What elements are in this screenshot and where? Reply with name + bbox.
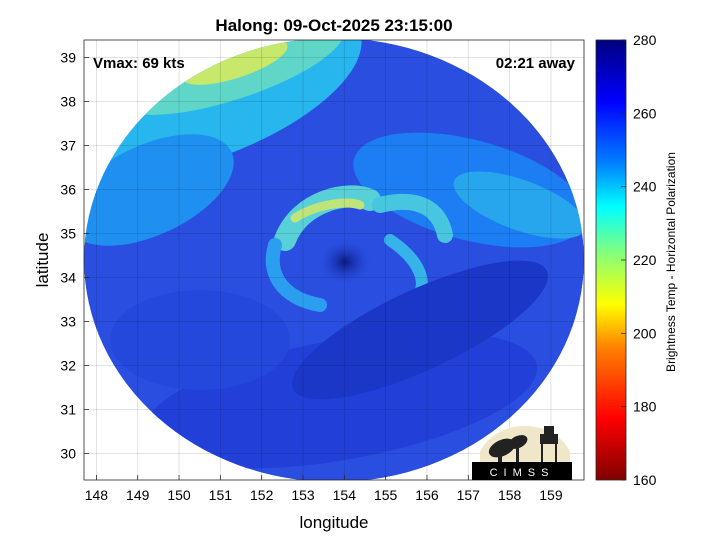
y-tick-label: 34 [60, 270, 76, 286]
x-tick-label: 156 [415, 487, 439, 503]
x-tick-label: 157 [457, 487, 481, 503]
colorbar-tick-label: 160 [633, 472, 657, 488]
x-tick-label: 152 [250, 487, 274, 503]
x-tick-label: 151 [209, 487, 233, 503]
colorbar-tick-label: 280 [633, 32, 657, 48]
colorbar-tick-label: 260 [633, 105, 657, 121]
y-tick-label: 39 [60, 50, 76, 66]
colorbar-label: Brightness Temp - Horizontal Polarizatio… [664, 152, 678, 372]
x-tick-label: 154 [333, 487, 357, 503]
colorbar-tick-label: 200 [633, 325, 657, 341]
chart-title: Halong: 09-Oct-2025 23:15:00 [215, 16, 452, 35]
y-tick-label: 33 [60, 314, 76, 330]
x-tick-label: 153 [291, 487, 315, 503]
y-tick-label: 31 [60, 402, 76, 418]
y-axis-ticks: 30 31 32 33 34 35 36 37 38 39 [60, 50, 89, 462]
away-label: 02:21 away [496, 55, 576, 72]
grid-lines [84, 40, 584, 480]
y-tick-label: 32 [60, 358, 76, 374]
x-tick-label: 155 [374, 487, 398, 503]
x-tick-label: 149 [126, 487, 150, 503]
y-axis-label: latitude [33, 233, 52, 288]
vmax-label: Vmax: 69 kts [93, 55, 185, 72]
cimss-logo: CIMSS [472, 425, 572, 480]
colorbar-tick-label: 240 [633, 179, 657, 195]
colorbar-tick-label: 180 [633, 399, 657, 415]
axes-frame [83, 39, 585, 481]
x-tick-label: 148 [85, 487, 109, 503]
x-tick-label: 159 [539, 487, 563, 503]
y-tick-label: 35 [60, 226, 76, 242]
x-axis-label: longitude [299, 513, 368, 532]
y-tick-label: 37 [60, 138, 76, 154]
y-tick-label: 30 [60, 446, 76, 462]
x-axis-ticks: 148 149 150 151 152 153 154 155 156 157 158 159 [85, 475, 563, 503]
colorbar-tick-label: 220 [633, 252, 657, 268]
y-tick-label: 38 [60, 94, 76, 110]
svg-text:CIMSS: CIMSS [490, 467, 555, 479]
colorbar-ticks: 160 180 200 220 240 260 280 [621, 32, 657, 488]
x-tick-label: 158 [498, 487, 522, 503]
y-tick-label: 36 [60, 182, 76, 198]
x-tick-label: 150 [167, 487, 191, 503]
